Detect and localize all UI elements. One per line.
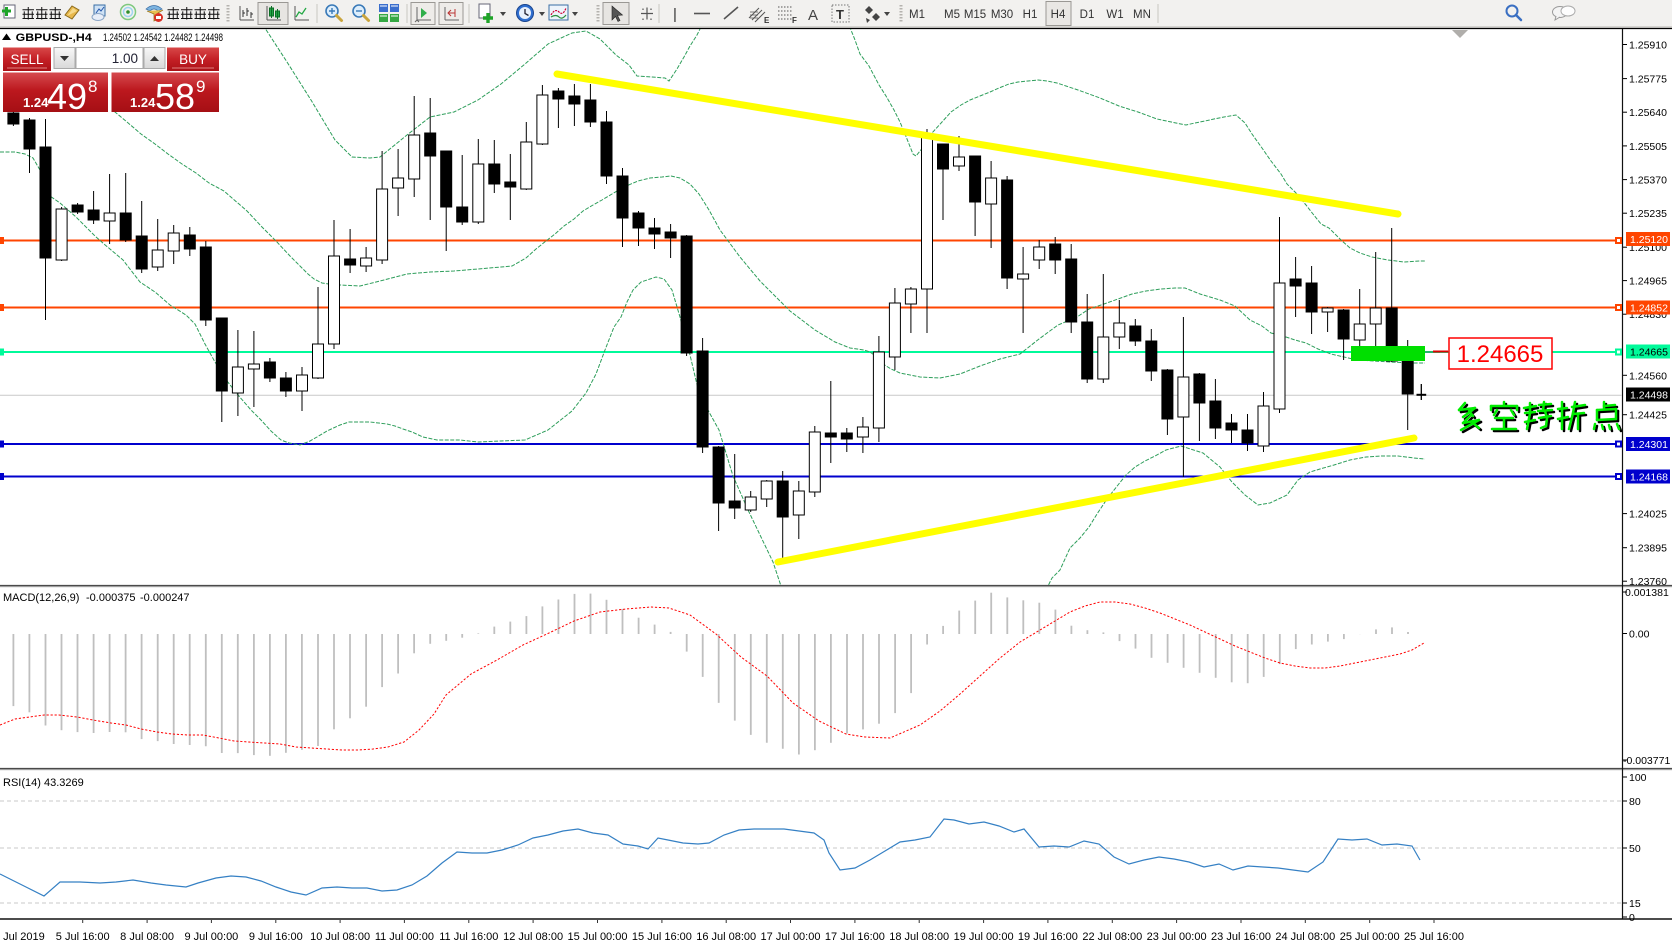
svg-text:-0.003771: -0.003771 — [1623, 755, 1670, 767]
svg-text:1.24: 1.24 — [23, 95, 49, 110]
svg-text:8 Jul 08:00: 8 Jul 08:00 — [120, 931, 174, 943]
svg-text:M5: M5 — [944, 9, 960, 21]
svg-text:16 Jul 08:00: 16 Jul 08:00 — [696, 931, 756, 943]
svg-text:1.25775: 1.25775 — [1629, 74, 1667, 86]
svg-text:1.23760: 1.23760 — [1629, 576, 1667, 588]
svg-text:E: E — [764, 16, 770, 25]
svg-text:1.00: 1.00 — [112, 51, 138, 66]
svg-text:15 Jul 00:00: 15 Jul 00:00 — [568, 931, 628, 943]
svg-text:58: 58 — [155, 76, 195, 117]
svg-text:9 Jul 16:00: 9 Jul 16:00 — [249, 931, 303, 943]
svg-text:80: 80 — [1629, 796, 1641, 808]
svg-text:17 Jul 00:00: 17 Jul 00:00 — [761, 931, 821, 943]
svg-text:T: T — [836, 7, 844, 22]
svg-text:MACD(12,26,9): MACD(12,26,9) — [3, 592, 79, 604]
svg-text:19 Jul 16:00: 19 Jul 16:00 — [1018, 931, 1078, 943]
svg-text:1.25235: 1.25235 — [1629, 208, 1667, 220]
svg-text:0.00: 0.00 — [1629, 629, 1650, 641]
svg-text:-0.000247: -0.000247 — [140, 592, 190, 604]
svg-text:23 Jul 00:00: 23 Jul 00:00 — [1147, 931, 1207, 943]
svg-text:BUY: BUY — [179, 52, 207, 67]
svg-text:9: 9 — [196, 77, 205, 96]
svg-text:0.001381: 0.001381 — [1625, 587, 1669, 599]
svg-text:1.24168: 1.24168 — [1630, 472, 1668, 484]
svg-text:M1: M1 — [909, 9, 925, 21]
svg-text:|: | — [673, 6, 677, 23]
svg-text:1.24965: 1.24965 — [1629, 276, 1667, 288]
svg-text:1.25910: 1.25910 — [1629, 40, 1667, 52]
svg-text:MN: MN — [1133, 9, 1151, 21]
svg-text:W1: W1 — [1106, 9, 1123, 21]
svg-text:1.24: 1.24 — [130, 95, 156, 110]
svg-text:19 Jul 00:00: 19 Jul 00:00 — [954, 931, 1014, 943]
svg-text:D1: D1 — [1080, 9, 1095, 21]
svg-text:1.25120: 1.25120 — [1630, 234, 1668, 246]
svg-text:11 Jul 00:00: 11 Jul 00:00 — [375, 931, 434, 943]
svg-text:12 Jul 08:00: 12 Jul 08:00 — [503, 931, 563, 943]
svg-text:0: 0 — [1629, 912, 1635, 924]
svg-text:M30: M30 — [991, 9, 1013, 21]
svg-text:23 Jul 16:00: 23 Jul 16:00 — [1211, 931, 1271, 943]
svg-text:15 Jul 16:00: 15 Jul 16:00 — [632, 931, 692, 943]
svg-text:1.25505: 1.25505 — [1629, 141, 1667, 153]
svg-text:18 Jul 08:00: 18 Jul 08:00 — [889, 931, 949, 943]
svg-text:1.24665: 1.24665 — [1457, 341, 1544, 368]
svg-text:1.24025: 1.24025 — [1629, 509, 1667, 521]
svg-text:M15: M15 — [964, 9, 986, 21]
svg-text:1.24560: 1.24560 — [1629, 370, 1667, 382]
svg-text:1.24852: 1.24852 — [1630, 303, 1668, 315]
svg-text:-0.000375: -0.000375 — [86, 592, 136, 604]
svg-text:10 Jul 08:00: 10 Jul 08:00 — [310, 931, 370, 943]
svg-text:17 Jul 16:00: 17 Jul 16:00 — [825, 931, 885, 943]
svg-text:5 Jul 16:00: 5 Jul 16:00 — [56, 931, 110, 943]
svg-text:SELL: SELL — [10, 52, 44, 67]
svg-text:RSI(14) 43.3269: RSI(14) 43.3269 — [3, 777, 84, 789]
svg-text:1.24502 1.24542 1.24482 1.2449: 1.24502 1.24542 1.24482 1.24498 — [103, 32, 223, 44]
svg-text:15: 15 — [1629, 898, 1641, 910]
svg-text:8: 8 — [88, 77, 97, 96]
svg-text:1.24425: 1.24425 — [1629, 410, 1667, 422]
svg-text:11 Jul 16:00: 11 Jul 16:00 — [439, 931, 498, 943]
svg-text:1.24301: 1.24301 — [1630, 439, 1668, 451]
svg-text:100: 100 — [1629, 772, 1647, 784]
svg-text:5 Jul 2019: 5 Jul 2019 — [0, 931, 45, 943]
svg-text:H1: H1 — [1023, 9, 1038, 21]
svg-text:GBPUSD-,H4: GBPUSD-,H4 — [16, 32, 93, 44]
svg-text:25 Jul 00:00: 25 Jul 00:00 — [1340, 931, 1400, 943]
svg-text:22 Jul 08:00: 22 Jul 08:00 — [1082, 931, 1142, 943]
svg-text:50: 50 — [1629, 843, 1641, 855]
svg-text:1.25370: 1.25370 — [1629, 175, 1667, 187]
svg-text:1.25640: 1.25640 — [1629, 107, 1667, 119]
svg-text:25 Jul 16:00: 25 Jul 16:00 — [1404, 931, 1464, 943]
svg-text:49: 49 — [47, 76, 87, 117]
svg-text:A: A — [808, 7, 818, 24]
svg-text:1.24665: 1.24665 — [1630, 347, 1668, 359]
svg-text:H4: H4 — [1051, 9, 1066, 21]
svg-text:F: F — [792, 16, 797, 25]
svg-text:1.23895: 1.23895 — [1629, 543, 1667, 555]
svg-text:24 Jul 08:00: 24 Jul 08:00 — [1275, 931, 1335, 943]
svg-text:9 Jul 00:00: 9 Jul 00:00 — [184, 931, 238, 943]
svg-text:1.24498: 1.24498 — [1630, 390, 1668, 402]
